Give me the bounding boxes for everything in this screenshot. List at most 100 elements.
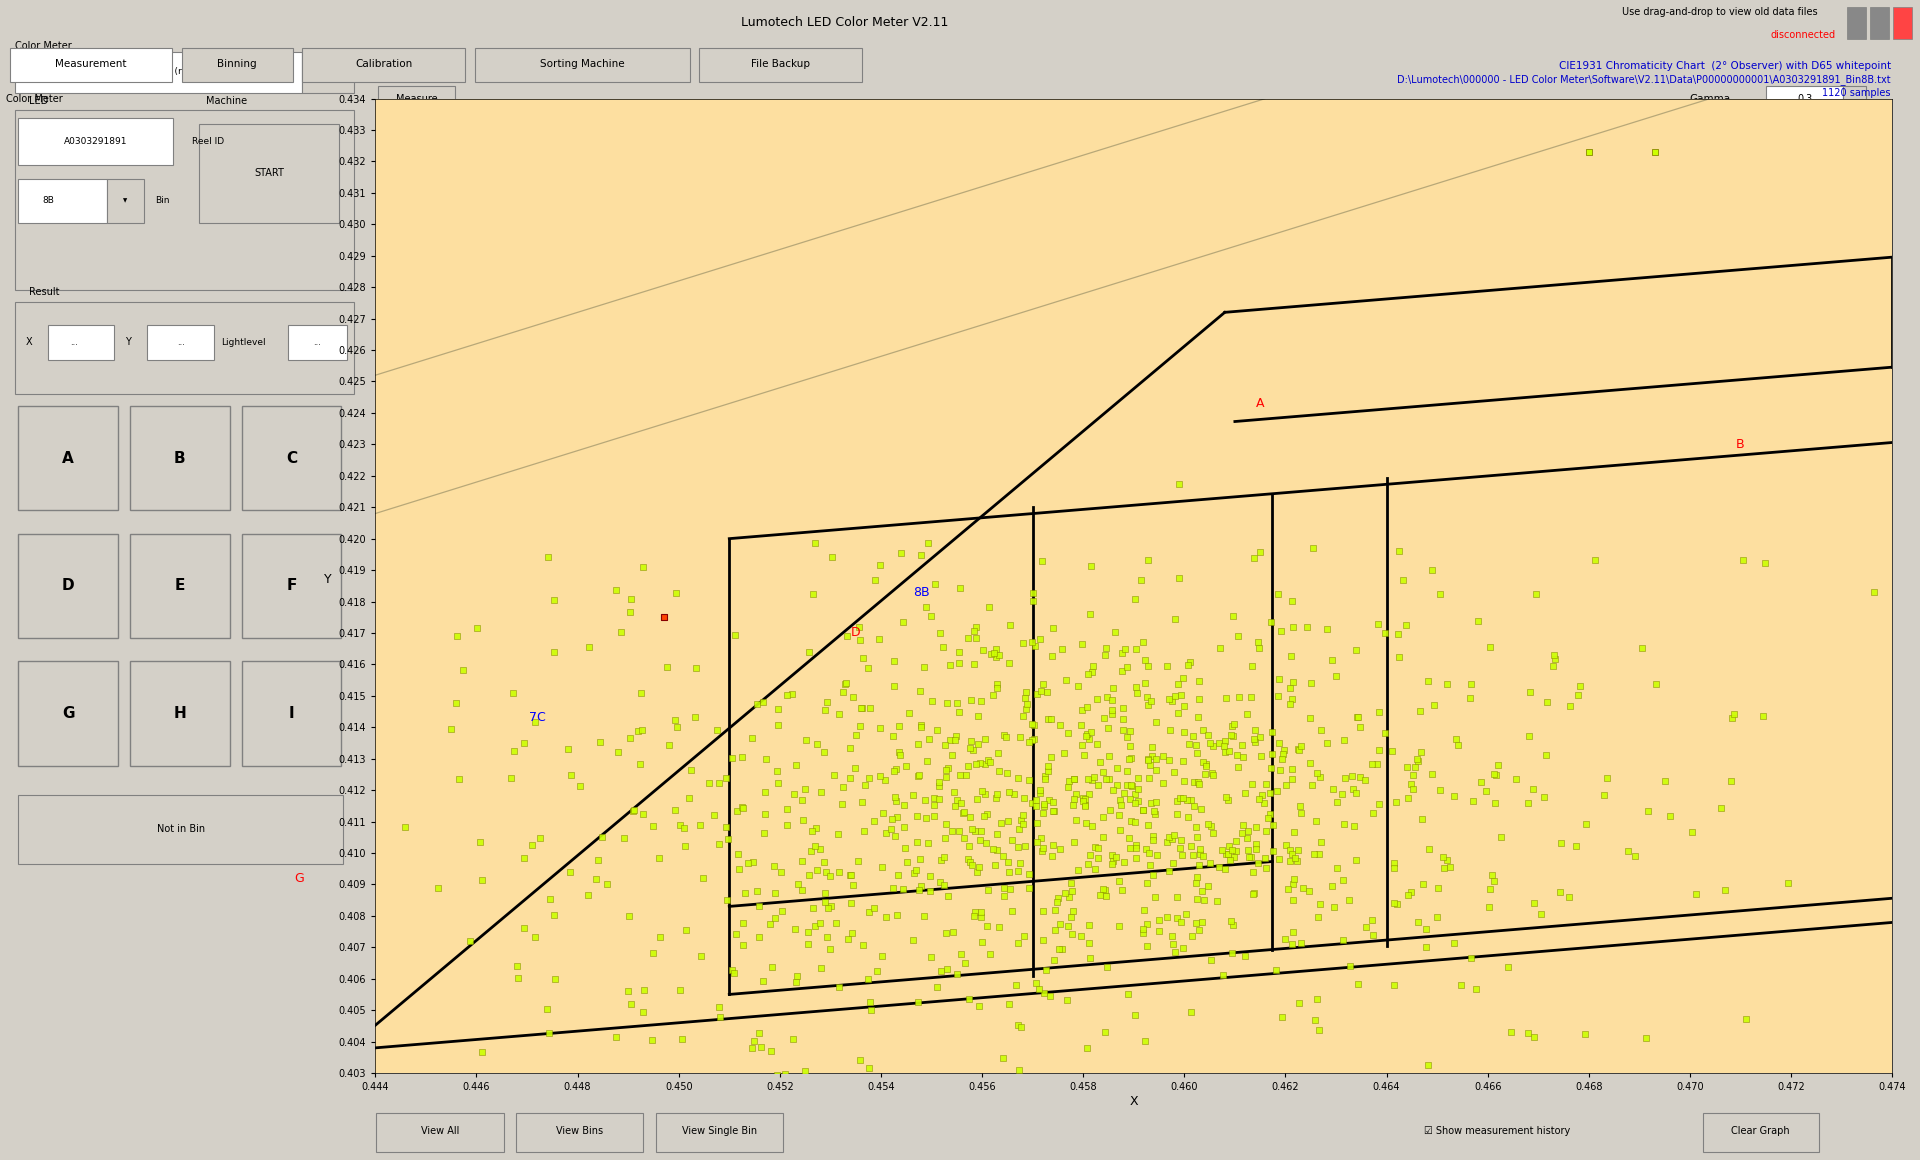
Point [1258,723,1288,741]
Point [1329,731,1359,749]
Point [966,691,996,710]
Text: Calibration: Calibration [355,59,413,70]
Point [1275,853,1306,871]
Point [1016,632,1046,651]
FancyBboxPatch shape [655,1112,783,1152]
Point [939,731,970,749]
Point [1357,804,1388,822]
Point [1056,907,1087,926]
Point [1296,674,1327,693]
Point [1528,788,1559,806]
Point [864,556,895,574]
FancyBboxPatch shape [378,86,455,114]
Point [1014,879,1044,898]
Point [1089,645,1119,664]
FancyBboxPatch shape [131,534,230,638]
Point [749,824,780,842]
Point [1096,701,1127,719]
Point [660,583,691,602]
Point [1329,814,1359,833]
Point [747,693,778,711]
Point [993,811,1023,829]
Point [820,766,851,784]
Point [1031,960,1062,979]
Point [906,716,937,734]
Point [739,1031,770,1050]
Point [1077,770,1108,789]
Point [891,756,922,775]
Point [1192,726,1223,745]
Point [1517,780,1548,798]
Point [1580,551,1611,570]
Point [1104,821,1135,840]
Text: File Backup: File Backup [751,59,810,70]
Point [956,820,987,839]
Point [674,789,705,807]
Point [845,1087,876,1105]
Point [1121,836,1152,855]
FancyBboxPatch shape [1847,7,1866,39]
Point [1356,911,1386,929]
Point [766,901,797,920]
Point [1077,657,1108,675]
FancyBboxPatch shape [131,406,230,510]
Point [799,916,829,935]
Point [925,872,956,891]
FancyBboxPatch shape [182,49,292,81]
Point [1217,726,1248,745]
Point [854,993,885,1012]
Text: Binning: Binning [217,59,257,70]
Point [1630,1029,1661,1047]
Point [1571,814,1601,833]
Point [1002,934,1033,952]
Point [952,849,983,868]
Text: START: START [253,168,284,177]
Point [1198,737,1229,755]
Point [1046,640,1077,659]
Point [1475,898,1505,916]
Point [1073,916,1104,935]
FancyBboxPatch shape [48,325,115,360]
Point [991,764,1021,783]
Point [1238,549,1269,567]
Point [1016,793,1046,812]
Point [1475,879,1505,898]
Point [1023,980,1054,999]
Point [1407,875,1438,893]
Point [1240,733,1271,752]
Point [612,983,643,1001]
Text: Not in Bin: Not in Bin [157,825,205,834]
Point [787,851,818,870]
Point [1160,826,1190,844]
Point [1478,872,1509,891]
Point [1455,675,1486,694]
Point [1068,737,1098,755]
Point [1555,697,1586,716]
Point [1068,635,1098,653]
Point [952,757,983,776]
Point [1342,708,1373,726]
Point [1519,1028,1549,1046]
Point [952,629,983,647]
Point [1277,690,1308,709]
Point [1167,696,1198,715]
Point [609,829,639,848]
Point [876,810,906,828]
Point [1390,616,1421,635]
Point [461,618,492,637]
Point [1133,749,1164,768]
Point [520,927,551,945]
Point [1538,657,1569,675]
Point [1119,813,1150,832]
Point [444,770,474,789]
Point [885,544,916,563]
Point [703,774,733,792]
Point [703,835,733,854]
Point [1356,754,1386,773]
Point [787,880,818,899]
Point [995,654,1025,673]
Point [1156,829,1187,848]
Point [1244,790,1275,809]
Point [793,923,824,942]
Point [1455,949,1486,967]
